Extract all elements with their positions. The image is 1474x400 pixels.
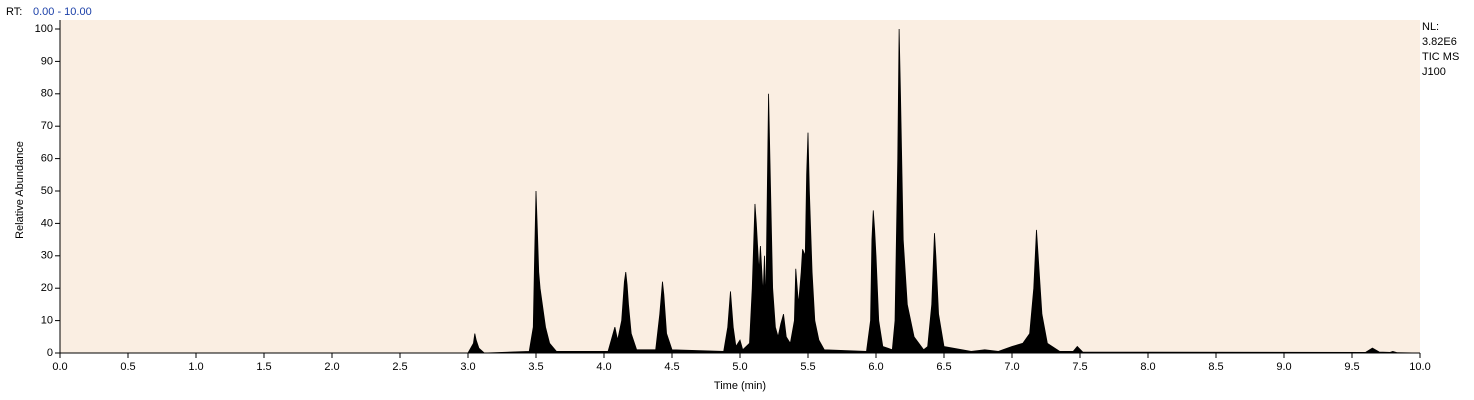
y-tick-label: 80 — [41, 88, 53, 100]
y-tick-label: 40 — [41, 217, 53, 229]
x-tick-label: 4.5 — [664, 361, 679, 373]
x-tick-label: 2.5 — [392, 361, 407, 373]
x-tick-label: 6.5 — [936, 361, 951, 373]
x-axis-label: Time (min) — [714, 380, 766, 392]
x-tick-label: 7.0 — [1004, 361, 1019, 373]
x-tick-label: 7.5 — [1072, 361, 1087, 373]
y-axis-label: Relative Abundance — [14, 141, 26, 239]
x-tick-label: 2.0 — [324, 361, 339, 373]
x-tick-label: 5.5 — [800, 361, 815, 373]
x-tick-label: 0.5 — [120, 361, 135, 373]
y-tick-label: 60 — [41, 153, 53, 165]
y-tick-label: 100 — [35, 23, 53, 35]
x-tick-label: 6.0 — [868, 361, 883, 373]
y-tick-label: 10 — [41, 315, 53, 327]
x-tick-label: 10.0 — [1409, 361, 1430, 373]
y-tick-label: 50 — [41, 185, 53, 197]
annotation: 3.82E6 — [1422, 36, 1457, 48]
range-label: RT: — [6, 6, 22, 18]
x-tick-label: 3.5 — [528, 361, 543, 373]
x-tick-label: 1.5 — [256, 361, 271, 373]
x-tick-label: 4.0 — [596, 361, 611, 373]
y-tick-label: 30 — [41, 250, 53, 262]
y-tick-label: 90 — [41, 55, 53, 67]
x-tick-label: 8.0 — [1140, 361, 1155, 373]
x-tick-label: 5.0 — [732, 361, 747, 373]
annotation: NL: — [1422, 21, 1439, 33]
plot-background — [60, 20, 1420, 353]
x-tick-label: 9.5 — [1344, 361, 1359, 373]
x-tick-label: 8.5 — [1208, 361, 1223, 373]
annotation: TIC MS — [1422, 51, 1459, 63]
y-tick-label: 20 — [41, 282, 53, 294]
x-tick-label: 9.0 — [1276, 361, 1291, 373]
y-tick-label: 0 — [47, 347, 53, 359]
chromatogram-trace — [60, 28, 1421, 354]
x-tick-label: 0.0 — [52, 361, 67, 373]
range-value: 0.00 - 10.00 — [33, 6, 92, 18]
x-tick-label: 1.0 — [188, 361, 203, 373]
y-tick-label: 70 — [41, 120, 53, 132]
annotation: J100 — [1422, 66, 1446, 78]
x-tick-label: 3.0 — [460, 361, 475, 373]
